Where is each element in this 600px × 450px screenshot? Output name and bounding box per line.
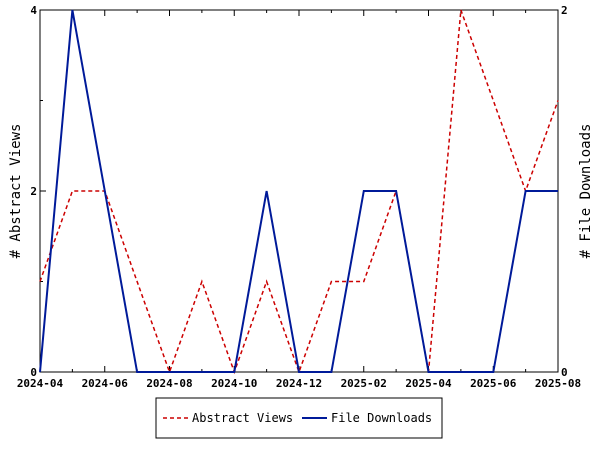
series-layer — [39, 9, 559, 375]
x-axis: 2024-04 2024-06 2024-08 2024-10 2024-12 2025-… — [17, 10, 581, 390]
series-line-abstract-views — [39, 9, 559, 375]
x-tick-label: 2024-10 — [211, 377, 257, 390]
x-tick-label: 2024-12 — [276, 377, 322, 390]
x-tick-label: 2025-06 — [470, 377, 517, 390]
x-tick-label: 2025-04 — [405, 377, 452, 390]
y-left-tick-label: 0 — [30, 366, 37, 379]
legend-label-file-downloads: File Downloads — [331, 411, 432, 425]
x-tick-label: 2024-04 — [17, 377, 64, 390]
x-tick-label: 2025-08 — [535, 377, 581, 390]
y-axis-left-title: # Abstract Views — [8, 124, 24, 259]
x-tick-label: 2025-02 — [341, 377, 387, 390]
legend: Abstract Views File Downloads — [155, 397, 443, 439]
y-right-tick-label: 0 — [561, 366, 568, 379]
y-axis-right-title: # File Downloads — [578, 124, 594, 259]
legend-box — [155, 397, 443, 439]
y-left-tick-label: 4 — [30, 4, 37, 17]
y-left-tick-label: 2 — [30, 185, 37, 198]
y-right-tick-label: 2 — [561, 4, 568, 17]
x-tick-label: 2024-06 — [82, 377, 129, 390]
series-line-file-downloads — [39, 9, 558, 373]
legend-label-abstract-views: Abstract Views — [192, 411, 293, 425]
x-tick-label: 2024-08 — [146, 377, 192, 390]
